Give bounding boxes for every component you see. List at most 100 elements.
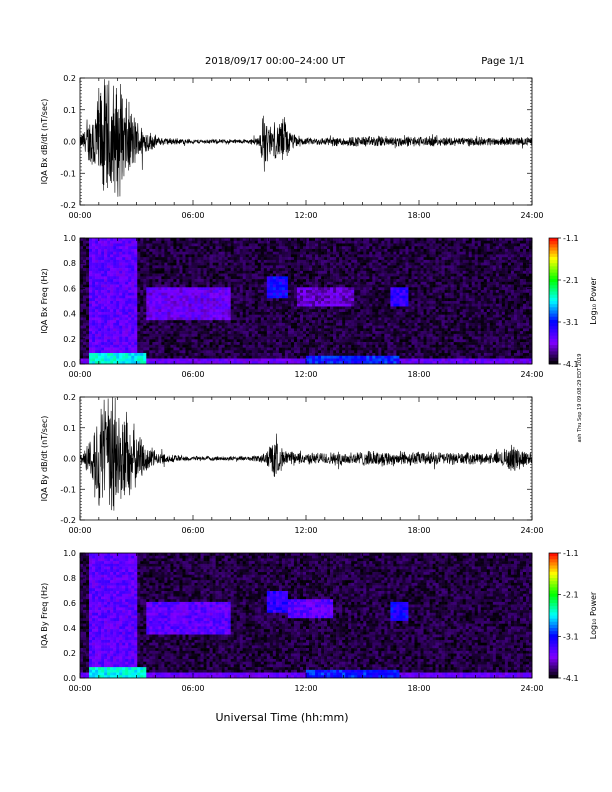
- heatmap-cell: [264, 298, 267, 301]
- heatmap-cell: [140, 309, 143, 312]
- heatmap-cell: [182, 263, 185, 266]
- heatmap-cell: [490, 276, 493, 279]
- heatmap-cell: [204, 296, 207, 299]
- heatmap-cell: [396, 274, 399, 277]
- heatmap-cell: [128, 298, 131, 301]
- heatmap-cell: [140, 320, 143, 323]
- heatmap-cell: [408, 290, 411, 293]
- heatmap-cell: [360, 249, 363, 252]
- heatmap-cell: [167, 309, 170, 312]
- heatmap-cell: [131, 326, 134, 329]
- heatmap-cell: [261, 290, 264, 293]
- heatmap-cell: [487, 285, 490, 288]
- heatmap-cell: [454, 249, 457, 252]
- heatmap-cell: [439, 268, 442, 271]
- heatmap-cell: [318, 290, 321, 293]
- heatmap-cell: [318, 296, 321, 299]
- heatmap-cell: [176, 317, 179, 320]
- heatmap-cell: [249, 241, 252, 244]
- heatmap-cell: [384, 252, 387, 255]
- heatmap-cell: [366, 265, 369, 268]
- y-axis-label: IQA Bx dB/dt (nT/sec): [40, 99, 49, 185]
- heatmap-cell: [321, 285, 324, 288]
- heatmap-cell: [357, 306, 360, 309]
- heatmap-cell: [219, 249, 222, 252]
- heatmap-cell: [517, 260, 520, 263]
- heatmap-cell: [300, 287, 303, 290]
- heatmap-cell: [399, 276, 402, 279]
- heatmap-cell: [146, 257, 149, 260]
- heatmap-cell: [179, 296, 182, 299]
- heatmap-cell: [478, 271, 481, 274]
- heatmap-cell: [321, 323, 324, 326]
- heatmap-cell: [327, 309, 330, 312]
- heatmap-cell: [330, 265, 333, 268]
- heatmap-cell: [378, 274, 381, 277]
- heatmap-cell: [195, 287, 198, 290]
- heatmap-cell: [164, 287, 167, 290]
- heatmap-cell: [228, 285, 231, 288]
- heatmap-cell: [324, 274, 327, 277]
- heatmap-cell: [173, 315, 176, 318]
- heatmap-cell: [318, 298, 321, 301]
- heatmap-cell: [493, 285, 496, 288]
- heatmap-cell: [125, 282, 128, 285]
- heatmap-cell: [80, 243, 83, 246]
- heatmap-cell: [288, 312, 291, 315]
- heatmap-cell: [408, 243, 411, 246]
- heatmap-cell: [279, 287, 282, 290]
- heatmap-cell: [502, 265, 505, 268]
- heatmap-cell: [282, 304, 285, 307]
- heatmap-cell: [273, 323, 276, 326]
- heatmap-cell: [502, 309, 505, 312]
- heatmap-cell: [451, 287, 454, 290]
- heatmap-cell: [125, 309, 128, 312]
- heatmap-cell: [249, 285, 252, 288]
- heatmap-cell: [101, 301, 104, 304]
- heatmap-cell: [514, 241, 517, 244]
- heatmap-cell: [207, 317, 210, 320]
- heatmap-cell: [146, 304, 149, 307]
- heatmap-cell: [134, 304, 137, 307]
- heatmap-cell: [158, 317, 161, 320]
- heatmap-cell: [279, 293, 282, 296]
- heatmap-cell: [213, 285, 216, 288]
- heatmap-cell: [86, 296, 89, 299]
- heatmap-cell: [152, 263, 155, 266]
- heatmap-cell: [439, 282, 442, 285]
- heatmap-cell: [176, 306, 179, 309]
- heatmap-cell: [378, 246, 381, 249]
- heatmap-cell: [309, 254, 312, 257]
- heatmap-cell: [387, 243, 390, 246]
- heatmap-cell: [496, 309, 499, 312]
- heatmap-cell: [487, 304, 490, 307]
- heatmap-cell: [499, 254, 502, 257]
- heatmap-cell: [360, 315, 363, 318]
- heatmap-cell: [490, 320, 493, 323]
- heatmap-cell: [405, 279, 408, 282]
- heatmap-cell: [306, 282, 309, 285]
- heatmap-cell: [167, 304, 170, 307]
- heatmap-cell: [306, 287, 309, 290]
- heatmap-cell: [327, 285, 330, 288]
- heatmap-cell: [499, 260, 502, 263]
- heatmap-cell: [201, 301, 204, 304]
- heatmap-cell: [89, 241, 92, 244]
- heatmap-cell: [264, 260, 267, 263]
- heatmap-cell: [408, 309, 411, 312]
- heatmap-cell: [448, 304, 451, 307]
- heatmap-cell: [421, 265, 424, 268]
- heatmap-cell: [499, 293, 502, 296]
- heatmap-cell: [345, 323, 348, 326]
- heatmap-cell: [210, 243, 213, 246]
- heatmap-cell: [89, 279, 92, 282]
- heatmap-cell: [204, 285, 207, 288]
- heatmap-cell: [511, 320, 514, 323]
- heatmap-cell: [363, 274, 366, 277]
- heatmap-cell: [110, 274, 113, 277]
- heatmap-cell: [396, 268, 399, 271]
- heatmap-cell: [393, 312, 396, 315]
- heatmap-cell: [107, 252, 110, 255]
- heatmap-cell: [86, 279, 89, 282]
- heatmap-cell: [80, 293, 83, 296]
